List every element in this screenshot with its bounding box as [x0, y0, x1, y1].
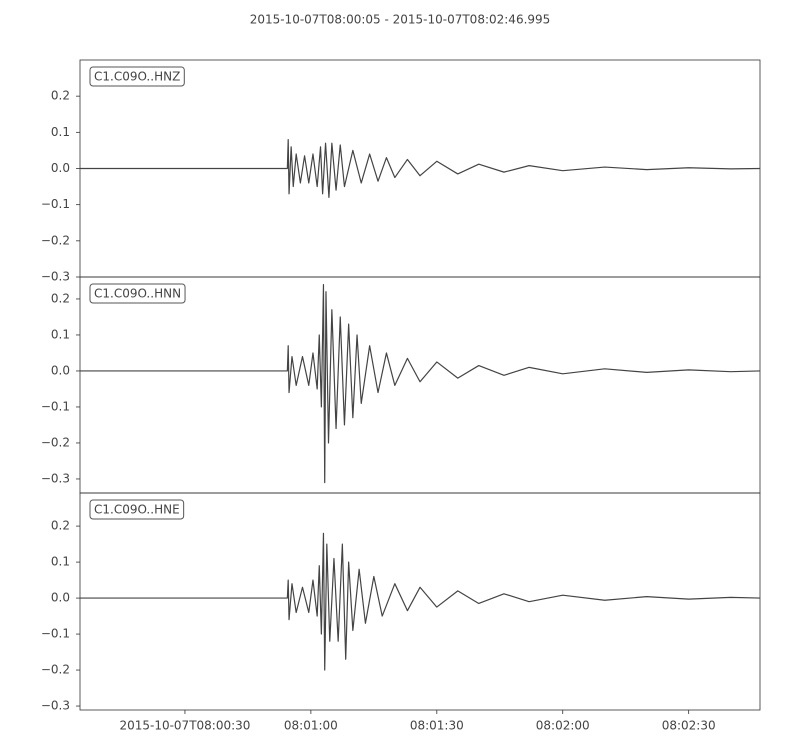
- y-tick-label: −0.1: [41, 197, 70, 211]
- x-tick-label: 08:01:30: [410, 719, 464, 733]
- trace-label-box: [89, 499, 185, 520]
- x-tick-label: 08:02:00: [536, 719, 590, 733]
- y-tick-label: −0.1: [41, 399, 70, 413]
- waveform: [80, 138, 761, 199]
- x-tick-label: 2015-10-07T08:00:30: [119, 719, 250, 733]
- trace-label-box: [89, 66, 185, 87]
- y-tick-label: 0.1: [51, 327, 70, 341]
- y-tick-label: 0.2: [51, 291, 70, 305]
- y-tick-label: 0.0: [51, 161, 70, 175]
- y-tick-label: 0.1: [51, 555, 70, 569]
- y-tick-label: 0.0: [51, 363, 70, 377]
- y-tick-label: 0.2: [51, 89, 70, 103]
- chart-title: 2015-10-07T08:00:05 - 2015-10-07T08:02:4…: [250, 13, 551, 27]
- y-tick-label: 0.2: [51, 519, 70, 533]
- y-tick-label: −0.3: [41, 699, 70, 713]
- y-tick-label: −0.3: [41, 471, 70, 485]
- x-tick-label: 08:01:00: [284, 719, 338, 733]
- y-tick-label: −0.2: [41, 435, 70, 449]
- y-tick-label: −0.1: [41, 627, 70, 641]
- trace-label: C1.C09O..HNN: [94, 287, 181, 301]
- y-tick-label: 0.1: [51, 125, 70, 139]
- y-tick-label: −0.2: [41, 663, 70, 677]
- waveform: [80, 532, 761, 671]
- trace-label: C1.C09O..HNE: [94, 503, 180, 517]
- waveform: [80, 283, 761, 484]
- y-tick-label: −0.3: [41, 270, 70, 284]
- x-tick-label: 08:02:30: [662, 719, 716, 733]
- trace-label: C1.C09O..HNZ: [94, 70, 180, 84]
- plot-frame: [79, 492, 761, 711]
- trace-label-box: [89, 283, 186, 304]
- y-tick-label: 0.0: [51, 591, 70, 605]
- y-tick-label: −0.2: [41, 233, 70, 247]
- plot-frame: [79, 276, 761, 494]
